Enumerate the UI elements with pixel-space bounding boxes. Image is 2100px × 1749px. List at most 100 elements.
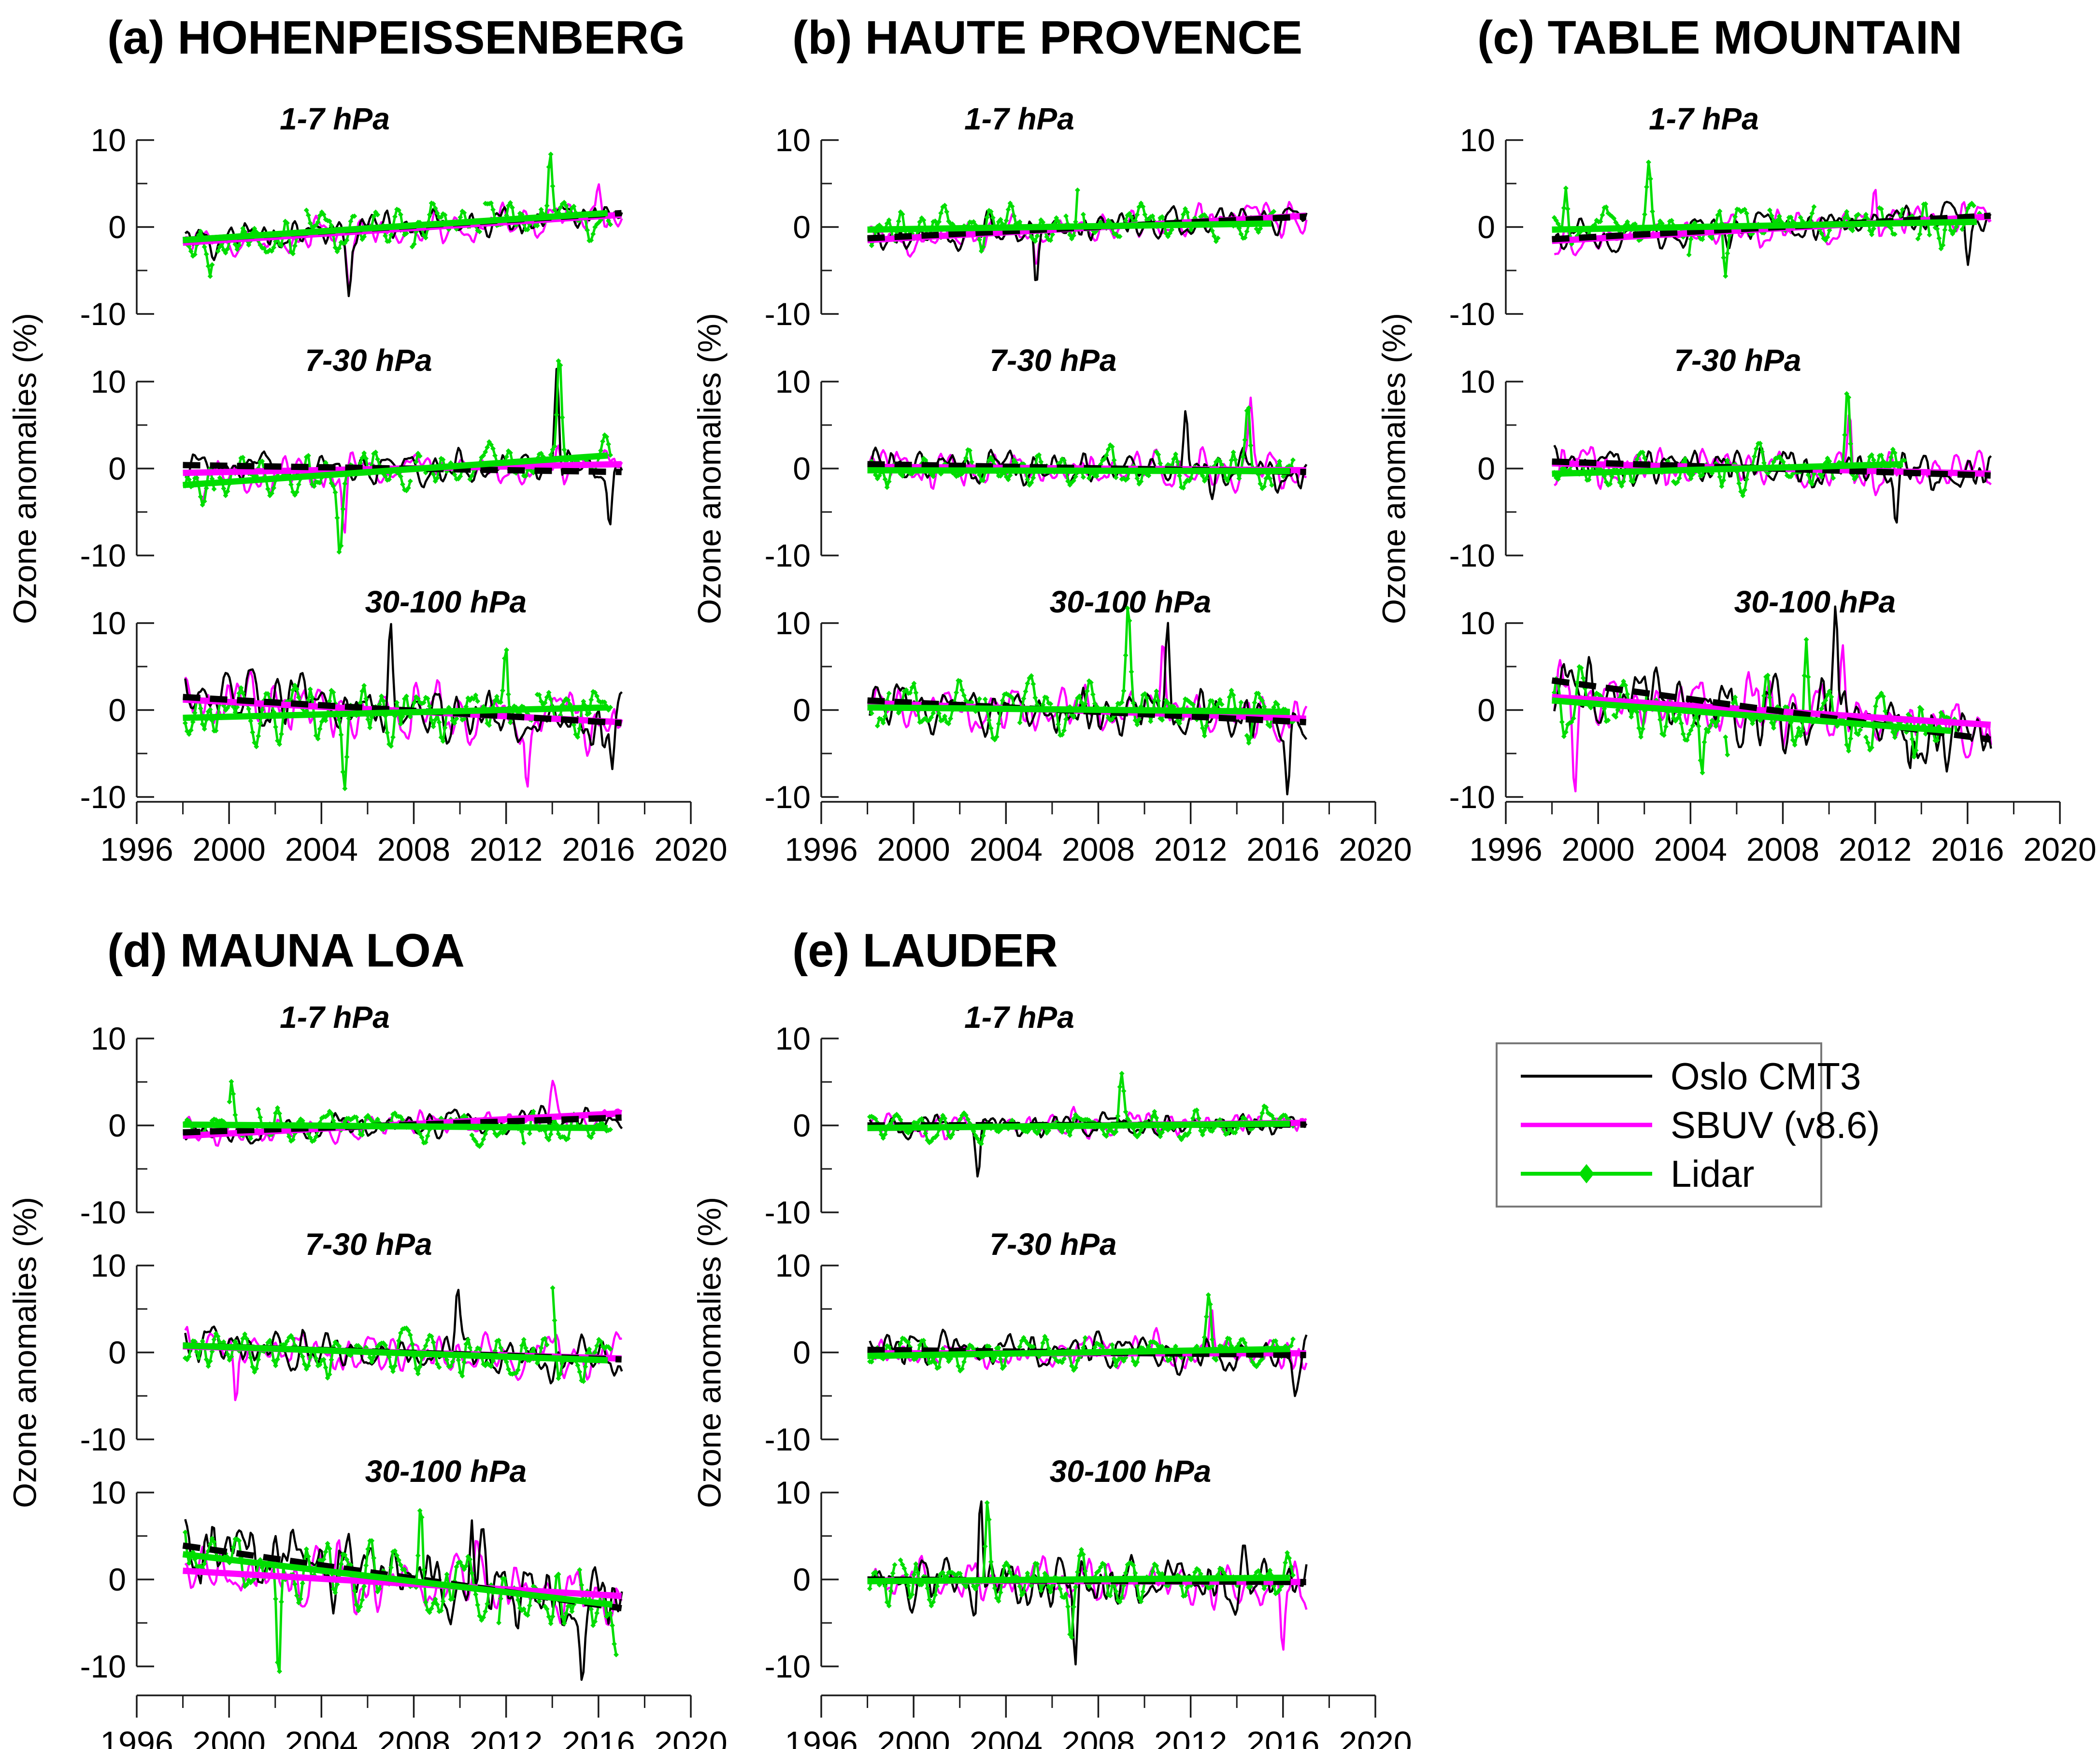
- y-tick-label: -10: [80, 296, 126, 332]
- lidar-trend-line: [183, 1342, 608, 1364]
- subplot-label: 30-100 hPa: [365, 584, 527, 619]
- subplot-label: 7-30 hPa: [1674, 343, 1801, 378]
- y-tick-label: 10: [775, 1248, 811, 1283]
- legend: Oslo CMT3 SBUV (v8.6) Lidar: [1496, 1042, 1880, 1208]
- y-tick-label: 0: [793, 692, 811, 728]
- subplot-b-1-7-hpa: 10 0 -10 1-7 hPa: [765, 101, 1308, 332]
- x-tick-label: 2000: [1562, 831, 1635, 868]
- lidar-markers: [867, 187, 1277, 254]
- x-tick-label: 2016: [1246, 1725, 1319, 1749]
- x-tick-label: 1996: [100, 831, 173, 868]
- subplot-label: 7-30 hPa: [989, 1227, 1116, 1262]
- subplot-label: 1-7 hPa: [964, 1000, 1074, 1035]
- lidar-series-line: [868, 607, 1293, 744]
- panel-e-chart: 10 0 -10 1-7 hPa 10 0 -10 7-30 hPa 10 0 -10 30-100 …: [765, 1000, 1412, 1749]
- x-tick-label: 2004: [1654, 831, 1727, 868]
- lidar-markers: [867, 605, 1296, 746]
- legend-item-lidar: Lidar: [1516, 1152, 1820, 1196]
- x-tick-label: 2016: [1931, 831, 2004, 868]
- x-tick-label: 2016: [562, 831, 635, 868]
- lidar-trend-line: [867, 1346, 1290, 1359]
- lidar-series-line: [184, 359, 612, 554]
- y-tick-label: -10: [80, 1649, 126, 1684]
- panel-c-title: (c) TABLE MOUNTAIN: [1477, 11, 1963, 64]
- x-tick-label: 2020: [1339, 831, 1412, 868]
- subplot-c-30-100-hpa: 10 0 -10 30-100 hPa: [1449, 584, 1992, 815]
- subplot-a-7-30-hpa: 10 0 -10 7-30 hPa: [80, 343, 623, 573]
- x-tick-label: 2016: [562, 1725, 635, 1749]
- y-tick-label: 10: [775, 1475, 811, 1510]
- lidar-markers: [867, 1071, 1296, 1147]
- y-tick-label: 10: [91, 605, 126, 641]
- lidar-line-sample: [1521, 1164, 1652, 1183]
- y-tick-label: 0: [793, 451, 811, 486]
- lidar-trend-line: [867, 704, 1290, 715]
- lidar-markers: [867, 1292, 1296, 1374]
- y-tick-label: -10: [1449, 296, 1495, 332]
- subplot-e-30-100-hpa: 10 0 -10 30-100 hPa: [765, 1454, 1308, 1684]
- x-axis-e: 1996 2000 2004 2008 2012 2016 2020: [785, 1694, 1412, 1749]
- subplot-label: 7-30 hPa: [305, 343, 432, 378]
- x-tick-label: 1996: [1469, 831, 1542, 868]
- x-tick-label: 1996: [785, 1725, 857, 1749]
- x-tick-label: 1996: [785, 831, 857, 868]
- legend-item-label: Lidar: [1671, 1152, 1755, 1195]
- subplot-e-7-30-hpa: 10 0 -10 7-30 hPa: [765, 1227, 1308, 1457]
- lidar-trend-line: [1552, 218, 1977, 233]
- y-tick-label: -10: [1449, 538, 1495, 573]
- y-tick-label: 10: [1460, 605, 1495, 641]
- subplot-d-1-7-hpa: 10 0 -10 1-7 hPa: [80, 1000, 623, 1230]
- x-tick-label: 1996: [100, 1725, 173, 1749]
- x-tick-label: 2004: [285, 831, 358, 868]
- y-tick-label: -10: [80, 1194, 126, 1230]
- x-axis-b: 1996 2000 2004 2008 2012 2016 2020: [785, 801, 1412, 868]
- x-tick-label: 2004: [970, 1725, 1043, 1749]
- y-axis-label-e: Ozone anomalies (%): [691, 1196, 728, 1508]
- lidar-markers: [182, 358, 613, 555]
- y-tick-label: 10: [91, 1248, 126, 1283]
- legend-item-sbuv: SBUV (v8.6): [1516, 1103, 1880, 1147]
- subplot-c-1-7-hpa: 10 0 -10 1-7 hPa: [1449, 101, 1992, 332]
- sbuv-line-sample: [1521, 1123, 1652, 1127]
- lidar-trend-line: [182, 1551, 613, 1608]
- subplot-label: 1-7 hPa: [280, 101, 390, 136]
- y-tick-label: 0: [1477, 692, 1495, 728]
- y-tick-label: -10: [1449, 779, 1495, 815]
- y-tick-label: 10: [775, 605, 811, 641]
- subplot-a-1-7-hpa: 10 0 -10 1-7 hPa: [80, 101, 623, 332]
- y-axis-label-c: Ozone anomalies (%): [1376, 313, 1413, 625]
- y-tick-label: 0: [793, 1108, 811, 1143]
- y-tick-label: 10: [775, 364, 811, 399]
- x-tick-label: 2012: [1154, 1725, 1227, 1749]
- y-tick-label: 0: [108, 1335, 126, 1370]
- subplot-e-1-7-hpa: 10 0 -10 1-7 hPa: [765, 1000, 1308, 1230]
- subplot-label: 1-7 hPa: [964, 101, 1074, 136]
- oslo-cmt3-series-line: [184, 623, 623, 770]
- x-tick-label: 2008: [377, 831, 450, 868]
- y-tick-label: 10: [91, 122, 126, 158]
- lidar-trend-line: [183, 452, 608, 488]
- x-tick-label: 2000: [193, 1725, 266, 1749]
- x-axis-c: 1996 2000 2004 2008 2012 2016 2020: [1469, 801, 2097, 868]
- oslo-cmt3-series-line: [184, 1289, 623, 1385]
- legend-item-oslo-cmt3: Oslo CMT3: [1516, 1054, 1861, 1098]
- y-tick-label: 10: [91, 364, 126, 399]
- y-axis-label-a: Ozone anomalies (%): [7, 313, 43, 625]
- lidar-trend-line: [183, 704, 608, 721]
- lidar-trend-line: [867, 1574, 1290, 1585]
- lidar-trend-line: [1552, 697, 1952, 734]
- panel-a-title: (a) HOHENPEISSENBERG: [107, 11, 686, 64]
- y-tick-label: 0: [108, 451, 126, 486]
- x-tick-label: 2020: [2023, 831, 2096, 868]
- subplot-label: 30-100 hPa: [365, 1454, 527, 1489]
- panel-d-chart: 10 0 -10 1-7 hPa 10 0 -10 7-30 hPa 10 0 -10 30-100 …: [80, 1000, 728, 1749]
- x-tick-label: 2004: [970, 831, 1043, 868]
- x-tick-label: 2012: [470, 1725, 543, 1749]
- x-tick-label: 2000: [193, 831, 266, 868]
- subplot-label: 30-100 hPa: [1050, 1454, 1211, 1489]
- subplot-label: 30-100 hPa: [1734, 584, 1896, 619]
- x-tick-label: 2000: [877, 831, 950, 868]
- y-tick-label: -10: [765, 779, 811, 815]
